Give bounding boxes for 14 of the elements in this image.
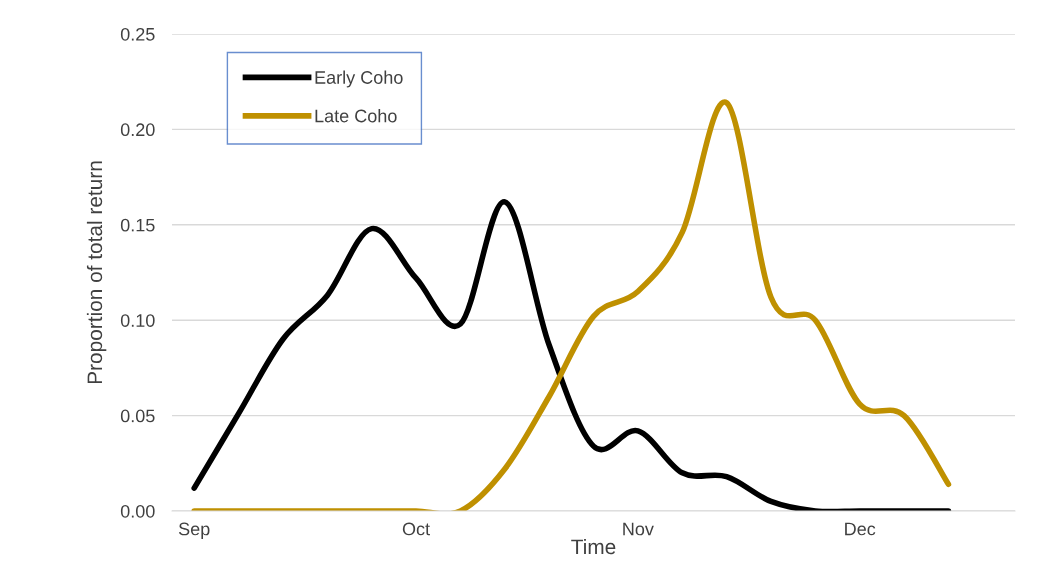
legend-label: Early Coho	[315, 70, 403, 88]
y-tick-label: 0.25	[120, 27, 155, 41]
y-tick-label: 0.20	[120, 123, 155, 137]
y-tick-label: 0.05	[120, 409, 155, 423]
x-tick-label: Sep	[178, 522, 210, 539]
legend-label: Late Coho	[315, 109, 397, 123]
y-tick-label: 0.10	[120, 314, 155, 327]
y-tick-label: 0.00	[120, 504, 155, 518]
x-tick-label: Dec	[845, 522, 876, 536]
x-axis-title: Time	[571, 538, 616, 555]
x-tick-label: Oct	[402, 522, 430, 536]
y-axis-title: Proportion of total return	[86, 161, 107, 384]
x-tick-label: Nov	[623, 522, 654, 536]
y-tick-label: 0.15	[120, 218, 155, 232]
